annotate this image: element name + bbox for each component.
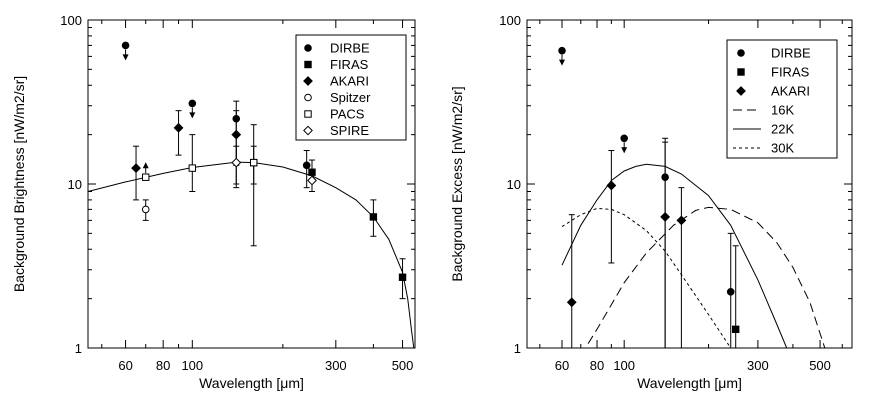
legend-label: 16K	[771, 103, 794, 118]
point-firas	[398, 273, 407, 281]
legend-label: PACS	[330, 107, 365, 122]
legend: DIRBE FIRAS AKARI 16K 22K 30K	[726, 39, 838, 159]
x-tick-label: 300	[325, 358, 347, 373]
point-akari	[566, 297, 577, 308]
point-akari	[131, 163, 141, 174]
model-curve-22k	[561, 163, 788, 348]
x-tick-label: 500	[392, 358, 414, 373]
y-tick-label: 1	[514, 341, 521, 356]
legend-marker-spire	[303, 125, 313, 136]
point-dirbe	[726, 288, 735, 296]
x-axis-label: Wavelength [μm]	[637, 375, 742, 391]
model-curve-16k	[584, 206, 826, 348]
legend-label: Spitzer	[330, 90, 371, 105]
y-axis-label: Background Brightness [nW/m2/sr]	[11, 76, 27, 292]
legend-label: FIRAS	[771, 65, 810, 80]
x-tick-label: 60	[118, 358, 132, 373]
model-curve-30k	[561, 207, 732, 348]
legend-marker-akari	[303, 76, 313, 86]
point-firas	[732, 325, 740, 334]
legend-label: 30K	[771, 141, 794, 156]
legend-marker-akari	[736, 86, 746, 96]
y-tick-label: 100	[60, 13, 82, 28]
point-pacs	[142, 173, 150, 181]
point-dirbe	[302, 161, 311, 170]
model-curves	[88, 161, 415, 348]
point-akari	[606, 180, 617, 191]
x-tick-label: 100	[181, 358, 203, 373]
legend-label: DIRBE	[330, 41, 370, 56]
y-tick-label: 1	[75, 341, 82, 356]
y-tick-label: 10	[68, 177, 82, 192]
legend-label: AKARI	[771, 84, 810, 99]
upper-limit-dirbe-head	[189, 112, 196, 119]
legend-label: DIRBE	[771, 46, 811, 61]
x-axis-label: Wavelength [μm]	[199, 375, 304, 391]
data-points	[558, 46, 740, 349]
x-tick-label: 60	[555, 358, 569, 373]
legend-marker-firas	[304, 60, 312, 69]
legend-label: AKARI	[330, 74, 369, 89]
point-spire	[231, 157, 242, 168]
legend-marker-dirbe	[304, 44, 312, 52]
point-pacs	[250, 158, 258, 167]
point-spire	[307, 175, 317, 186]
y-tick-label: 10	[507, 177, 521, 192]
upper-limit-dirbe-head	[559, 59, 566, 66]
point-spitzer	[141, 205, 150, 214]
point-akari	[173, 122, 184, 133]
point-dirbe	[188, 99, 197, 108]
x-tick-label: 100	[613, 358, 635, 373]
point-akari	[231, 129, 242, 140]
y-axis-label: Background Excess [nW/m2/sr]	[449, 86, 465, 281]
point-akari	[676, 215, 687, 226]
point-firas	[369, 213, 378, 221]
legend-box	[295, 34, 407, 141]
legend-marker-spitzer	[304, 93, 312, 102]
model-curves	[561, 163, 826, 348]
legend-box	[726, 39, 838, 159]
data-points	[121, 41, 407, 300]
x-tick-label: 80	[156, 358, 170, 373]
upper-limit-dirbe-head	[621, 147, 628, 154]
x-tick-label: 500	[809, 358, 831, 373]
point-pacs	[188, 164, 197, 172]
legend-marker-dirbe	[737, 49, 745, 57]
legend-marker-firas	[737, 68, 745, 76]
x-tick-label: 80	[590, 358, 604, 373]
lower-limit-pacs-head	[142, 162, 149, 169]
legend-label: 22K	[771, 122, 794, 137]
point-dirbe	[558, 46, 566, 55]
upper-limit-dirbe-head	[122, 54, 129, 61]
legend-label: FIRAS	[330, 57, 369, 72]
point-dirbe	[121, 41, 130, 50]
point-dirbe	[620, 134, 628, 143]
model-curve-fit	[88, 161, 415, 348]
left-panel: 60 80 100 300 500 1 10 100 Wavelength [μm] Backgr…	[11, 13, 416, 391]
legend-label: SPIRE	[330, 123, 369, 138]
legend-marker-pacs	[304, 110, 312, 118]
point-akari	[660, 212, 671, 222]
y-tick-label: 100	[499, 13, 521, 28]
x-tick-label: 300	[747, 358, 769, 373]
